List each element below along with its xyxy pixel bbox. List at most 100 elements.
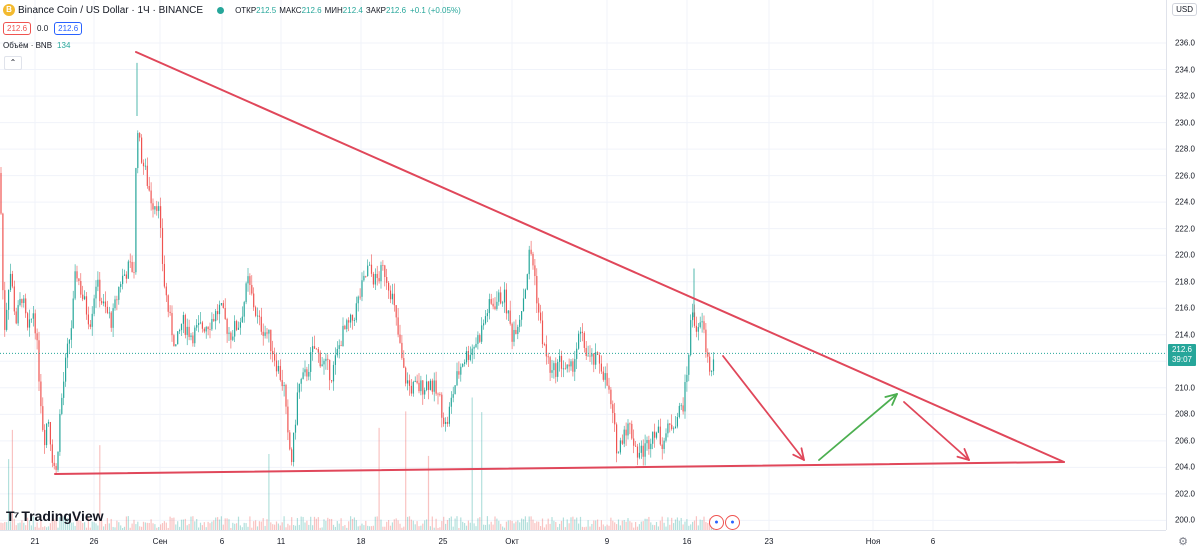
volume-bar bbox=[34, 526, 36, 530]
volume-bar bbox=[422, 523, 424, 530]
candle bbox=[688, 353, 690, 382]
candle-body bbox=[574, 359, 576, 372]
chevron-up-icon[interactable]: ⌃ bbox=[4, 56, 22, 70]
volume-bar bbox=[443, 516, 445, 530]
candle-body bbox=[644, 443, 646, 457]
ohlc-value: 212.6 bbox=[301, 5, 322, 15]
volume-bar bbox=[467, 520, 469, 530]
candle-body bbox=[445, 421, 447, 424]
sell-button[interactable]: 212.6 bbox=[3, 22, 32, 35]
candle-body bbox=[146, 165, 148, 187]
candle bbox=[433, 372, 435, 402]
us-flag-event-icon[interactable]: ● bbox=[725, 515, 740, 530]
time-axis[interactable]: 21 26 Сен 6 11 18 25 Окт 9 16 23 Ноя 6 bbox=[0, 530, 1166, 556]
candle-body bbox=[327, 358, 329, 360]
candle-body bbox=[667, 423, 669, 434]
volume-bar bbox=[78, 520, 80, 530]
candle-body bbox=[15, 311, 17, 324]
candle-body bbox=[245, 283, 247, 303]
price-chart[interactable] bbox=[0, 0, 1166, 530]
candle-body bbox=[158, 206, 160, 211]
candle-body bbox=[171, 313, 173, 336]
candle bbox=[471, 344, 473, 364]
price-tick-label: 224.0 bbox=[1174, 197, 1195, 207]
price-axis[interactable]: USD 236.0 234.0 232.0 230.0 228.0 226.0 224.0 2… bbox=[1166, 0, 1200, 530]
volume-bar bbox=[625, 521, 627, 530]
candle-body bbox=[659, 426, 661, 445]
volume-bar bbox=[593, 520, 595, 530]
us-flag-event-icon[interactable]: ● bbox=[709, 515, 724, 530]
candle bbox=[488, 293, 490, 320]
price-tick-label: 210.0 bbox=[1174, 383, 1195, 393]
down-arrow-2-head bbox=[963, 448, 970, 461]
gear-icon[interactable]: ⚙ bbox=[1178, 536, 1188, 548]
candle-body bbox=[608, 385, 610, 390]
volume-bar bbox=[131, 523, 133, 530]
candle bbox=[526, 273, 528, 291]
candle-body bbox=[648, 439, 650, 450]
volume-bar bbox=[302, 516, 304, 530]
candle-body bbox=[8, 289, 10, 310]
candle-body bbox=[646, 439, 648, 444]
volume-bar bbox=[218, 519, 221, 530]
volume-bar bbox=[431, 516, 433, 530]
volume-bar bbox=[608, 525, 610, 530]
candle bbox=[331, 380, 333, 384]
candle bbox=[524, 288, 526, 300]
volume-bar bbox=[118, 522, 120, 530]
volume-bar bbox=[213, 520, 215, 530]
candle-body bbox=[167, 295, 169, 312]
candle bbox=[456, 362, 458, 387]
candle-body bbox=[509, 310, 511, 324]
candle bbox=[156, 200, 158, 216]
candle bbox=[378, 271, 380, 284]
volume-bar bbox=[306, 520, 308, 530]
volume-bar bbox=[256, 526, 259, 530]
candle bbox=[595, 343, 597, 370]
candle bbox=[262, 323, 264, 346]
candle bbox=[247, 268, 249, 292]
volume-bar bbox=[239, 525, 241, 530]
candle bbox=[27, 311, 29, 331]
candle-body bbox=[203, 328, 205, 332]
candle-body bbox=[277, 365, 279, 372]
candle-body bbox=[308, 371, 310, 377]
chart-area[interactable]: B Binance Coin / US Dollar · 1Ч · BINANC… bbox=[0, 0, 1166, 530]
currency-button[interactable]: USD bbox=[1172, 3, 1197, 16]
volume-bar bbox=[346, 527, 348, 530]
volume-bar bbox=[112, 526, 114, 530]
candle-body bbox=[395, 305, 397, 318]
volume-bar bbox=[617, 519, 620, 530]
candle-body bbox=[161, 227, 164, 264]
volume-bar bbox=[581, 526, 583, 530]
candle-body bbox=[401, 342, 403, 359]
candle bbox=[617, 451, 620, 454]
tradingview-logo[interactable]: T⁷ TradingView bbox=[6, 508, 104, 524]
volume-bar bbox=[389, 525, 392, 530]
candle-body bbox=[420, 380, 422, 392]
volume-bar bbox=[300, 516, 302, 530]
time-tick-label: 11 bbox=[276, 537, 286, 546]
candle bbox=[498, 289, 500, 306]
candle-body bbox=[389, 290, 392, 300]
candle-body bbox=[414, 380, 416, 382]
candle-body bbox=[505, 289, 507, 314]
buy-button[interactable]: 212.6 bbox=[54, 22, 83, 35]
candle bbox=[492, 298, 494, 310]
candle-body bbox=[610, 389, 612, 405]
candle-body bbox=[564, 368, 566, 370]
drawings[interactable] bbox=[54, 51, 1065, 475]
candle bbox=[160, 197, 162, 238]
candle bbox=[310, 347, 312, 381]
volume-bar bbox=[631, 522, 633, 530]
volume-bar bbox=[365, 520, 367, 530]
candle-body bbox=[110, 312, 112, 328]
candle bbox=[234, 315, 236, 343]
volume-label: Объём · BNB bbox=[3, 41, 53, 50]
candle-body bbox=[464, 362, 466, 364]
candle bbox=[338, 339, 340, 359]
symbol-title[interactable]: Binance Coin / US Dollar · 1Ч · BINANCE bbox=[18, 4, 204, 16]
candle bbox=[182, 311, 184, 334]
candle bbox=[408, 374, 411, 396]
candle bbox=[230, 331, 232, 349]
